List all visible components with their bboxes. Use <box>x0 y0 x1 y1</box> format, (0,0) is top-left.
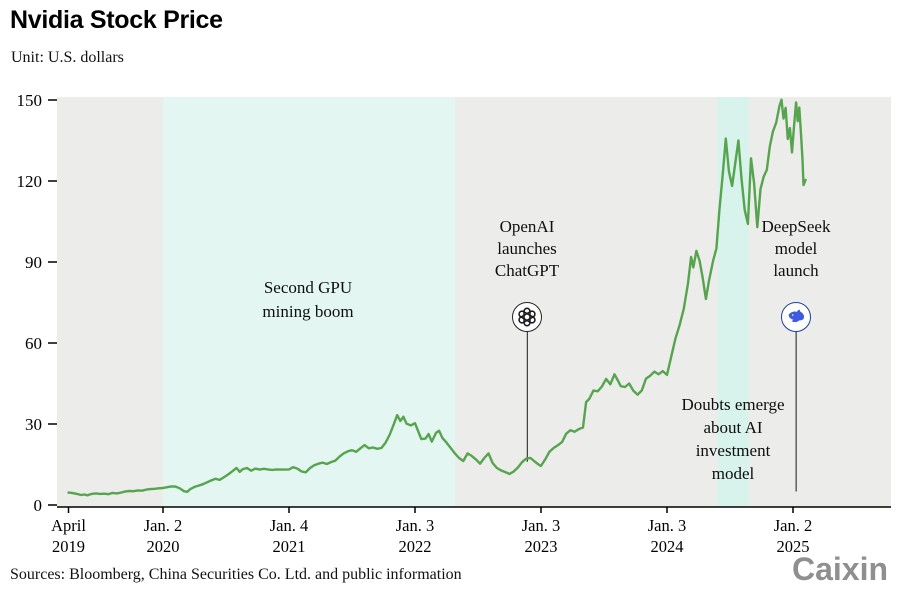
x-tick-label: 2021 <box>273 537 306 556</box>
y-tick-label: 150 <box>17 91 43 110</box>
caixin-logo: Caixin <box>791 551 888 587</box>
x-tick-label: 2024 <box>651 537 684 556</box>
annotation-line: Second GPU <box>263 278 353 297</box>
openai-logo-icon <box>512 302 543 332</box>
annotation-line: mining boom <box>262 302 354 321</box>
annotation-line: model <box>774 239 818 258</box>
annotation-line: model <box>711 464 755 483</box>
annotation-line: Doubts emerge <box>681 395 785 414</box>
annotation-openai-chatgpt: OpenAI launches ChatGPT <box>447 216 607 282</box>
y-tick-label: 30 <box>25 415 42 434</box>
x-tick-label: April <box>51 516 86 535</box>
y-tick-label: 60 <box>25 334 42 353</box>
annotation-ai-doubts: Doubts emerge about AI investment model <box>638 393 828 485</box>
x-tick-label: Jan. 3 <box>396 516 435 535</box>
x-tick-label: 2025 <box>777 537 810 556</box>
x-tick-label: Jan. 3 <box>648 516 687 535</box>
page-title: Nvidia Stock Price <box>10 6 223 34</box>
unit-label: Unit: U.S. dollars <box>11 49 124 66</box>
annotation-deepseek-launch: DeepSeek model launch <box>716 216 876 282</box>
x-tick-label: 2019 <box>52 537 85 556</box>
annotation-line: launches <box>497 239 557 258</box>
source-note: Sources: Bloomberg, China Securities Co.… <box>10 566 462 583</box>
annotation-line: ChatGPT <box>494 261 560 280</box>
y-tick-label: 120 <box>17 172 43 191</box>
x-tick-label: Jan. 2 <box>774 516 813 535</box>
x-tick-label: Jan. 2 <box>144 516 183 535</box>
deepseek-whale-icon <box>781 302 812 332</box>
annotation-line: DeepSeek <box>761 217 831 236</box>
y-tick-label: 0 <box>34 496 43 515</box>
annotation-line: investment <box>695 441 771 460</box>
x-tick-label: Jan. 3 <box>522 516 561 535</box>
x-tick-label: 2023 <box>525 537 558 556</box>
annotation-gpu-mining-boom: Second GPU mining boom <box>208 276 408 324</box>
y-tick-label: 90 <box>25 253 42 272</box>
price-line <box>67 98 807 497</box>
highlight-band <box>163 97 455 507</box>
annotation-line: about AI <box>703 418 763 437</box>
x-tick-label: 2022 <box>399 537 432 556</box>
annotation-line: launch <box>773 261 819 280</box>
x-tick-label: 2020 <box>147 537 180 556</box>
x-tick-label: Jan. 4 <box>270 516 309 535</box>
annotation-line: OpenAI <box>499 217 555 236</box>
